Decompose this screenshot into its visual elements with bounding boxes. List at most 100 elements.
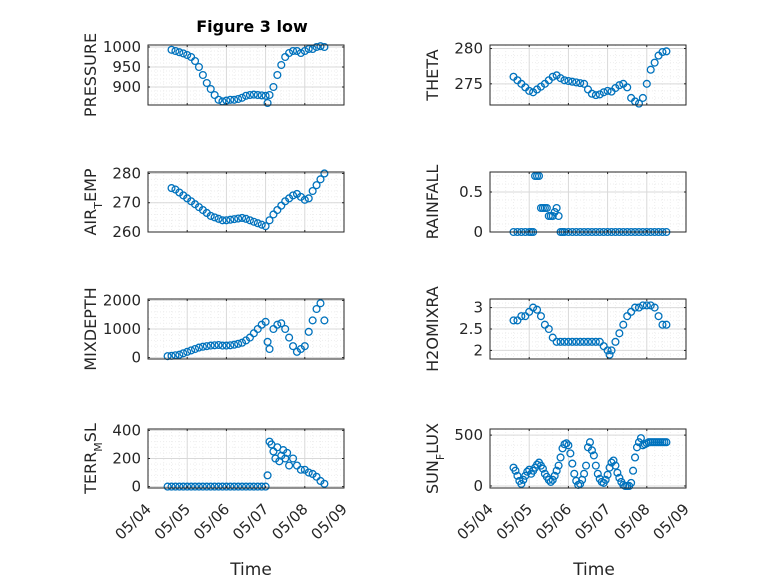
- data-point: [198, 342, 207, 351]
- data-point: [525, 86, 534, 95]
- data-point: [572, 78, 581, 87]
- data-point: [253, 482, 262, 491]
- data-point: [548, 211, 557, 221]
- data-point: [560, 337, 569, 346]
- data-point: [580, 469, 589, 478]
- data-point: [304, 44, 313, 54]
- data-point: [249, 90, 258, 99]
- y-tick-label: 3: [473, 299, 483, 317]
- y-tick-label: 400: [112, 421, 141, 439]
- data-point: [226, 482, 235, 491]
- data-point: [529, 303, 538, 312]
- y-tick-label: 950: [112, 58, 141, 76]
- data-point: [546, 477, 555, 486]
- subplot-6: 2 2.5 3 H2OMIXRA: [423, 286, 687, 372]
- data-point: [230, 215, 239, 224]
- data-point: [562, 439, 571, 448]
- data-point: [576, 479, 585, 488]
- axes-box: [147, 44, 345, 106]
- data-point: [179, 482, 188, 491]
- data-point: [636, 434, 645, 443]
- data-point: [548, 72, 557, 81]
- data-point: [261, 222, 270, 231]
- data-point: [210, 90, 219, 100]
- y-tick-label: 0.5: [459, 183, 483, 201]
- data-point: [288, 454, 298, 463]
- data-point: [544, 475, 553, 484]
- data-point: [206, 84, 215, 94]
- data-point: [536, 312, 546, 321]
- data-point: [234, 94, 243, 104]
- x-axis-label-right: Time: [572, 560, 615, 580]
- data-point: [566, 449, 575, 458]
- plot-area: [490, 45, 686, 105]
- y-tick-label: 280: [112, 164, 141, 182]
- data-point: [308, 44, 317, 54]
- data-point: [312, 181, 321, 190]
- data-point: [171, 46, 180, 56]
- data-point: [171, 482, 180, 491]
- data-point: [288, 46, 298, 56]
- data-point: [261, 91, 270, 100]
- data-point: [658, 320, 667, 329]
- data-point: [222, 482, 231, 491]
- data-point: [576, 337, 585, 346]
- x-axis-label-left: Time: [229, 560, 272, 580]
- data-point: [320, 169, 329, 178]
- x-tick-label: 05/04: [112, 500, 155, 543]
- data-point: [277, 60, 286, 70]
- data-point: [552, 337, 561, 346]
- data-series: [509, 301, 671, 359]
- y-axis-label-subscript: F: [434, 454, 447, 460]
- data-point: [599, 88, 608, 97]
- data-point: [226, 341, 235, 350]
- data-point: [218, 216, 227, 225]
- y-tick-label: 0: [473, 223, 483, 241]
- data-point: [206, 341, 215, 350]
- subplot-3: 260 270 280 AIRTEMP: [81, 164, 345, 241]
- data-point: [277, 319, 286, 328]
- data-point: [257, 91, 266, 100]
- data-point: [605, 350, 614, 359]
- axes-box: [489, 44, 687, 106]
- plot-area: [490, 172, 686, 232]
- data-point: [238, 93, 247, 102]
- y-tick-label: 2.5: [459, 320, 483, 338]
- data-point: [183, 347, 192, 356]
- data-point: [638, 93, 647, 102]
- y-axis-label-part: AIR: [81, 209, 100, 236]
- data-point: [183, 50, 192, 60]
- data-point: [603, 470, 612, 479]
- data-point: [257, 220, 266, 229]
- data-point: [202, 342, 211, 351]
- data-point: [544, 324, 553, 334]
- data-point: [550, 471, 559, 480]
- data-point: [320, 42, 329, 52]
- data-point: [587, 89, 596, 98]
- data-point: [611, 461, 620, 470]
- data-point: [238, 338, 247, 347]
- data-point: [601, 475, 610, 484]
- data-point: [572, 337, 581, 346]
- data-point: [263, 471, 272, 480]
- data-point: [265, 90, 274, 100]
- data-point: [548, 475, 557, 484]
- y-tick-label: 0: [473, 477, 483, 495]
- y-tick-label: 0: [131, 349, 141, 367]
- data-point: [175, 350, 184, 359]
- data-point: [568, 459, 577, 468]
- data-point: [587, 337, 596, 346]
- data-point: [214, 340, 223, 350]
- data-point: [609, 456, 618, 465]
- data-point: [629, 466, 638, 475]
- data-point: [658, 48, 667, 57]
- data-point: [296, 465, 305, 474]
- y-tick-label: 900: [112, 78, 141, 96]
- data-point: [630, 453, 640, 462]
- y-tick-label: 260: [112, 223, 141, 241]
- x-tick-label: 05/04: [454, 500, 497, 543]
- data-point: [257, 482, 266, 491]
- data-point: [587, 446, 596, 455]
- data-point: [202, 78, 211, 88]
